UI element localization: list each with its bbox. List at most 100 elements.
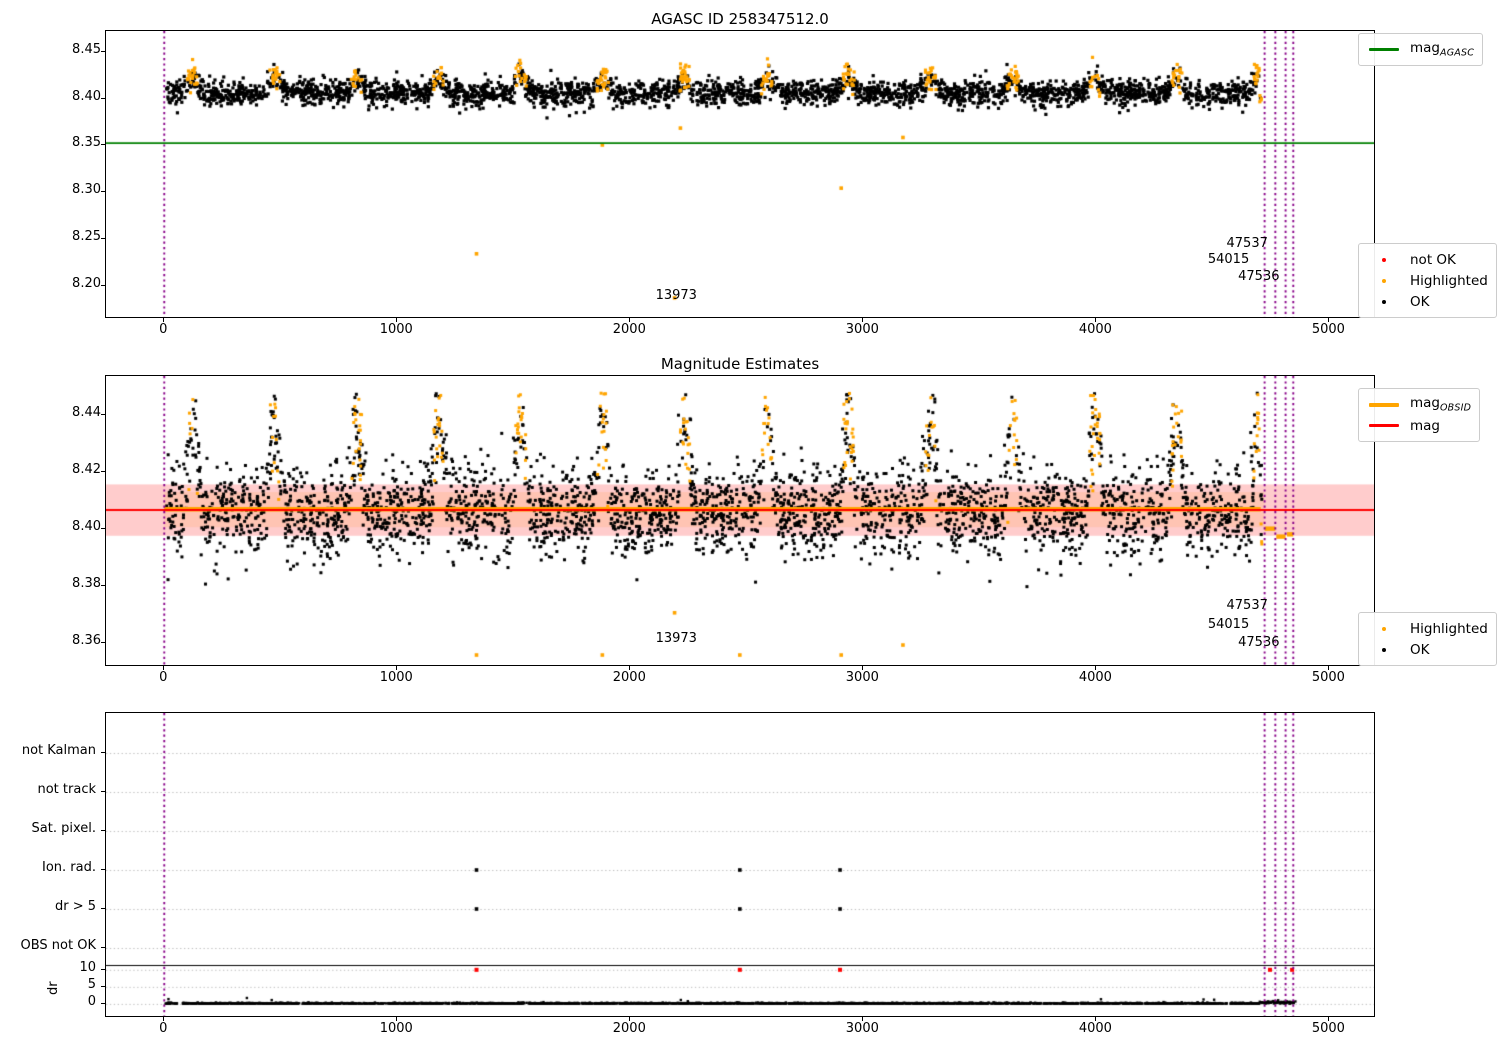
tick-mark [629,1017,631,1021]
xtick-1000: 1000 [379,670,413,685]
annotation-54015: 54015 [1207,617,1250,633]
tick-mark [1328,318,1330,322]
xtick-4000: 4000 [1078,670,1112,685]
tick-mark [1095,318,1097,322]
panel1-legend-top: magAGASC [1358,33,1484,66]
red-dot-icon [1367,257,1401,262]
tick-mark [101,968,105,970]
annotation-47536: 47536 [1238,635,1280,651]
ytick-820: 8.20 [72,276,101,292]
tick-mark [101,191,105,193]
xtick-3000: 3000 [845,670,879,685]
xtick-5000: 5000 [1311,322,1345,337]
tick-mark [101,830,105,831]
black-dot-icon [1367,299,1401,304]
tick-mark [101,470,105,472]
tick-mark [396,666,398,670]
tick-mark [101,791,105,792]
legend-item-mag: mag [1367,415,1471,436]
tick-mark [1095,1017,1097,1021]
ytick-842: 8.42 [72,461,101,477]
tick-mark [1095,666,1097,670]
orange-dot-icon [1367,278,1401,283]
tick-mark [101,50,105,52]
ytick-845: 8.45 [72,41,101,57]
xtick-4000: 4000 [1078,322,1112,337]
legend-label-mag-obsid: magOBSID [1410,395,1472,414]
ytick-830: 8.30 [72,182,101,198]
xtick-1000: 1000 [379,1021,413,1036]
panel3-dr-axis-label: dr [46,981,61,995]
annotation-47537: 47537 [1226,597,1268,613]
panel2-title: Magnitude Estimates [660,355,820,373]
legend-label-ok: OK [1410,293,1430,310]
flag-label-Satpixel: Sat. pixel. [31,821,96,836]
panel-flags-and-dr [105,712,1375,1017]
flag-label-notKalman: not Kalman [21,743,96,758]
xtick-1000: 1000 [379,322,413,337]
panel-magnitude-agasc [105,30,1375,318]
panel2-legend-bottom: Highlighted OK [1358,612,1497,666]
tick-mark [101,144,105,146]
tick-mark [101,869,105,870]
legend-label-mag: mag [1410,417,1440,434]
legend-item-highlighted-2: Highlighted [1367,618,1488,639]
panel2-legend-top: magOBSID mag [1358,388,1481,442]
orange-dot-icon [1367,626,1401,631]
flag-label-Ionrad: Ion. rad. [42,860,96,875]
ytick-844: 8.44 [72,404,101,420]
xtick-0: 0 [159,1021,168,1036]
red-line-icon [1367,423,1401,428]
xtick-3000: 3000 [845,1021,879,1036]
legend-item-highlighted: Highlighted [1367,270,1488,291]
legend-label-highlighted-2: Highlighted [1410,620,1488,637]
tick-mark [163,1017,165,1021]
flag-label-nottrack: not track [37,782,96,797]
xtick-2000: 2000 [612,670,646,685]
ytick-840: 8.40 [72,88,101,104]
ytick-835: 8.35 [72,135,101,151]
tick-mark [629,666,631,670]
tick-mark [101,985,105,987]
xtick-5000: 5000 [1311,670,1345,685]
tick-mark [629,318,631,322]
xtick-3000: 3000 [845,322,879,337]
tick-mark [101,527,105,529]
xtick-0: 0 [159,322,168,337]
tick-mark [101,413,105,415]
xtick-2000: 2000 [612,1021,646,1036]
legend-item-mag-agasc: magAGASC [1367,39,1474,60]
tick-mark [101,752,105,753]
tick-mark [101,908,105,909]
legend-label-mag-agasc: magAGASC [1410,40,1475,59]
tick-mark [396,1017,398,1021]
tick-mark [1328,666,1330,670]
tick-mark [101,584,105,586]
legend-label-not-ok: not OK [1410,251,1456,268]
xtick-4000: 4000 [1078,1021,1112,1036]
panel1-title: AGASC ID 258347512.0 [651,10,829,28]
legend-item-mag-obsid: magOBSID [1367,394,1471,415]
tick-mark [163,666,165,670]
tick-mark [101,641,105,643]
tick-mark [862,318,864,322]
annotation-47537: 47537 [1226,235,1268,251]
annotation-47536: 47536 [1238,268,1280,284]
tick-mark [101,97,105,99]
dr-tick-10: 10 [79,959,96,975]
dr-tick-5: 5 [87,976,96,992]
legend-item-ok-2: OK [1367,639,1488,660]
tick-mark [101,285,105,287]
ytick-838: 8.38 [72,575,101,591]
legend-label-ok-2: OK [1410,641,1430,658]
tick-mark [1328,1017,1330,1021]
tick-mark [163,318,165,322]
tick-mark [862,1017,864,1021]
legend-item-ok: OK [1367,291,1488,312]
legend-label-highlighted: Highlighted [1410,272,1488,289]
tick-mark [396,318,398,322]
flag-label-dr5: dr > 5 [54,899,96,914]
panel1-legend-bottom: not OK Highlighted OK [1358,243,1497,318]
annotation-13973: 13973 [655,288,697,304]
